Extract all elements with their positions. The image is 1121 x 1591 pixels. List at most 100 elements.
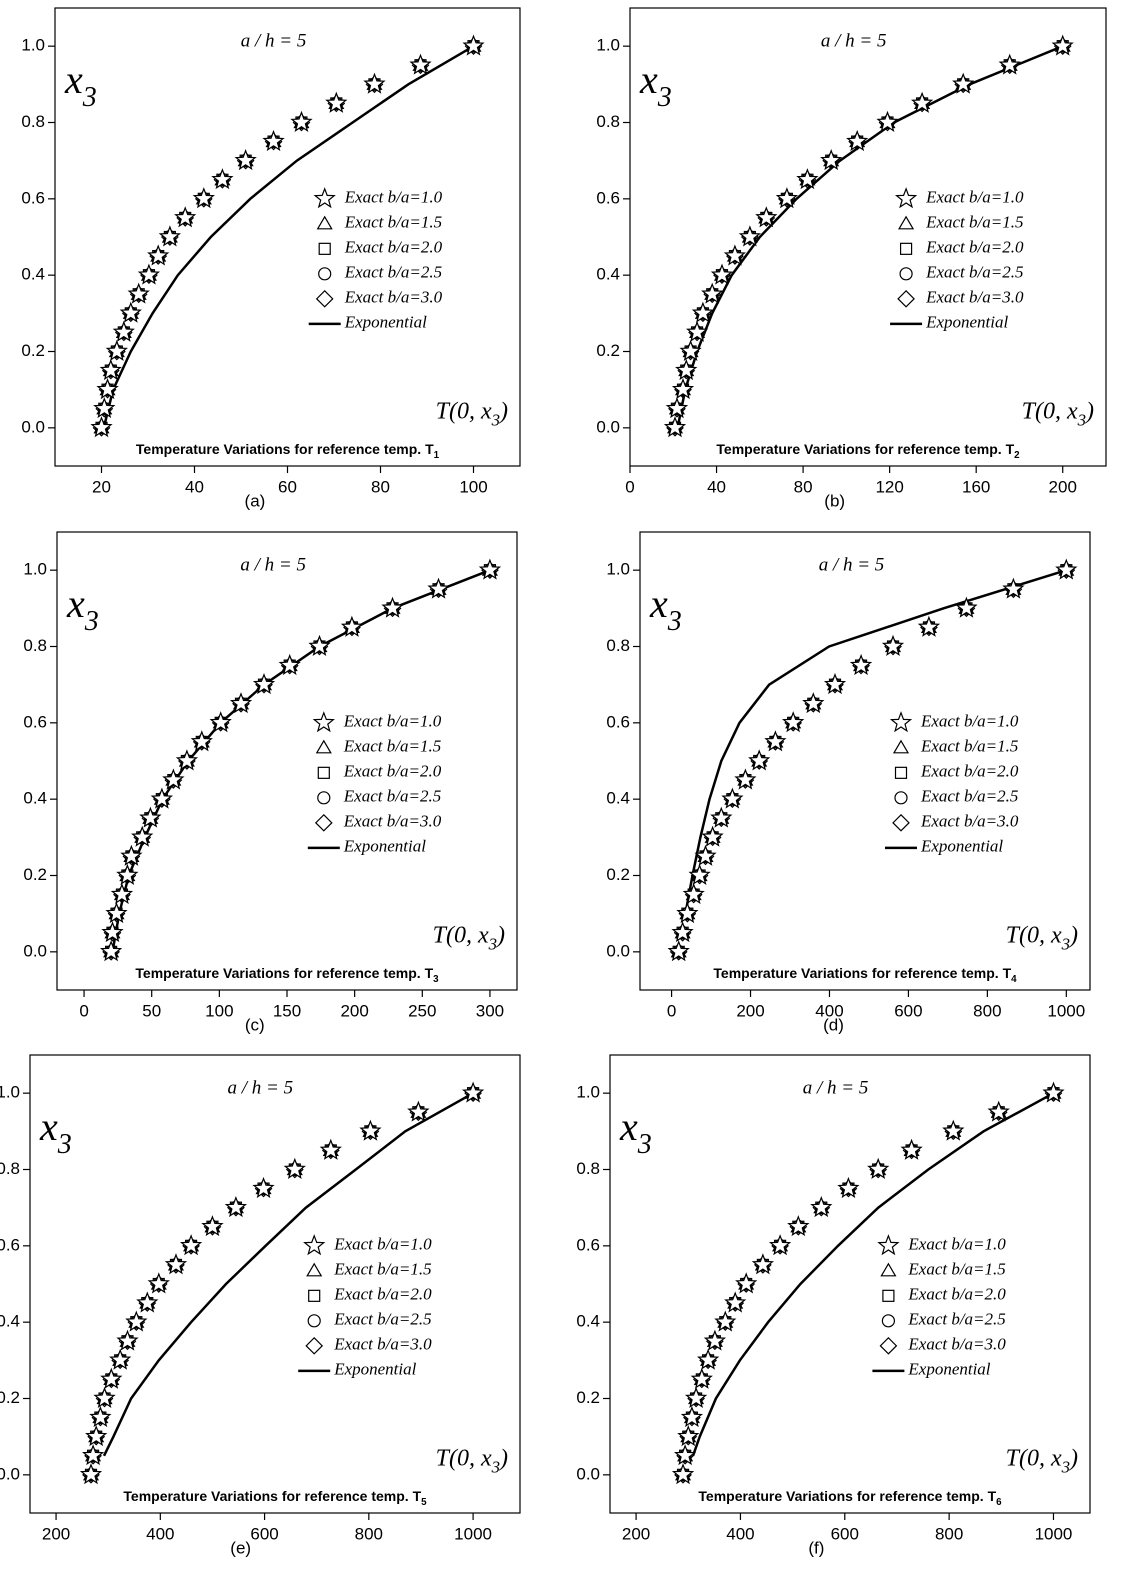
function-label-part: )	[1068, 922, 1078, 948]
exponential-line	[691, 1092, 1055, 1457]
star-marker	[192, 187, 215, 209]
star-marker	[99, 940, 123, 962]
panel-label: (a)	[245, 491, 266, 510]
star-marker	[682, 882, 705, 905]
x-axis-label-part: Temperature Variations for reference tem…	[713, 965, 1002, 981]
star-marker	[694, 844, 717, 866]
x-tick-label: 100	[459, 477, 487, 496]
legend-label: Exact b/a=3.0	[925, 288, 1024, 307]
legend-label: Exact b/a=2.0	[920, 762, 1019, 781]
star-marker	[710, 806, 733, 828]
exponential-line	[684, 569, 1067, 914]
star-marker	[136, 1291, 159, 1313]
star-marker	[462, 34, 485, 56]
x-tick-label: 800	[355, 1524, 383, 1543]
star-marker	[820, 149, 843, 171]
legend-label: Exponential	[920, 837, 1003, 856]
star-marker	[738, 225, 762, 247]
x-axis-label-part: Temperature Variations for reference tem…	[123, 1488, 412, 1504]
x-tick-label: 160	[962, 477, 990, 496]
x-tick-label: 80	[371, 477, 390, 496]
x-tick-label: 250	[408, 1001, 436, 1020]
legend-label: Exact b/a=2.0	[344, 238, 443, 257]
star-marker	[764, 730, 787, 752]
diamond-marker	[897, 289, 915, 308]
star-marker	[224, 1196, 248, 1218]
y-tick-label: 0.0	[0, 1464, 20, 1483]
star-marker	[427, 577, 450, 599]
star-marker	[701, 282, 724, 304]
diamond-marker	[314, 813, 333, 832]
legend-label: Exact b/a=3.0	[333, 1335, 432, 1354]
x-tick-label: 400	[726, 1524, 754, 1543]
y-tick-label: 0.6	[21, 188, 45, 207]
star-marker	[671, 921, 694, 943]
y-axis-label-part: 3	[657, 82, 672, 113]
y-axis-label: x3	[619, 1104, 652, 1160]
y-axis-label-part: x	[649, 581, 668, 626]
function-label-part: (0,	[1019, 922, 1051, 948]
function-label-part: x	[480, 1445, 492, 1471]
star-marker	[127, 282, 150, 304]
x-axis-label-part: Temperature Variations for reference tem…	[136, 441, 425, 457]
star-marker	[735, 1272, 758, 1294]
square-marker	[308, 1289, 321, 1302]
legend-label: Exact b/a=3.0	[907, 1335, 1006, 1354]
x-axis-label: Temperature Variations for reference tem…	[136, 441, 440, 461]
star-marker	[703, 1329, 727, 1351]
star-marker	[164, 1253, 188, 1275]
y-tick-label: 1.0	[21, 36, 45, 55]
star-marker	[802, 692, 825, 714]
function-label-part: 3	[491, 1458, 500, 1477]
function-label-part: (0,	[1019, 1445, 1051, 1471]
star-marker	[894, 187, 918, 209]
x-tick-label: 20	[92, 477, 111, 496]
x-axis-label-part: T	[413, 1488, 422, 1504]
legend-label: Exact b/a=2.5	[907, 1310, 1005, 1329]
square-marker	[894, 766, 908, 779]
y-tick-label: 0.4	[606, 789, 630, 808]
star-marker	[313, 187, 336, 209]
circle-marker	[317, 791, 331, 805]
x-tick-label: 300	[476, 1001, 504, 1020]
star-marker	[407, 1100, 430, 1122]
star-marker	[150, 787, 174, 809]
star-marker	[175, 749, 199, 771]
star-marker	[734, 768, 757, 790]
x-axis-label-part: T	[988, 1488, 997, 1504]
function-label-part: 3	[491, 411, 500, 430]
star-marker	[1002, 577, 1025, 599]
y-tick-label: 0.2	[21, 341, 45, 360]
annotation: a / h = 5	[819, 554, 885, 575]
star-marker	[363, 72, 386, 94]
x-axis-label-part: T	[425, 965, 434, 981]
star-marker	[680, 1405, 704, 1428]
legend-label: Exact b/a=2.5	[343, 787, 441, 806]
legend-label: Exact b/a=2.0	[925, 238, 1024, 257]
star-marker	[691, 301, 715, 323]
star-marker	[677, 1424, 700, 1447]
x-tick-label: 100	[205, 1001, 233, 1020]
plot-frame	[629, 7, 1107, 467]
y-tick-label: 0.8	[21, 112, 45, 131]
y-tick-label: 0.2	[596, 341, 620, 360]
exponential-line	[102, 1092, 474, 1457]
y-axis-label: x3	[66, 581, 99, 637]
star-marker	[461, 1081, 485, 1103]
star-marker	[665, 397, 689, 419]
star-marker	[877, 1234, 900, 1256]
legend-label: Exact b/a=1.5	[920, 737, 1018, 756]
star-marker	[755, 206, 778, 228]
function-label-part: x	[1066, 398, 1078, 424]
star-marker	[751, 1253, 775, 1275]
x-tick-label: 50	[142, 1001, 161, 1020]
x-tick-label: 600	[250, 1524, 278, 1543]
x-tick-label: 60	[278, 477, 297, 496]
x-axis-label-part: T	[1003, 965, 1012, 981]
diamond-marker	[315, 289, 334, 308]
y-tick-label: 1.0	[23, 560, 47, 579]
x-axis-label-part: 5	[421, 1497, 427, 1508]
star-marker	[667, 940, 690, 962]
annotation: a / h = 5	[227, 1077, 293, 1098]
function-label-part: (0,	[449, 398, 481, 424]
